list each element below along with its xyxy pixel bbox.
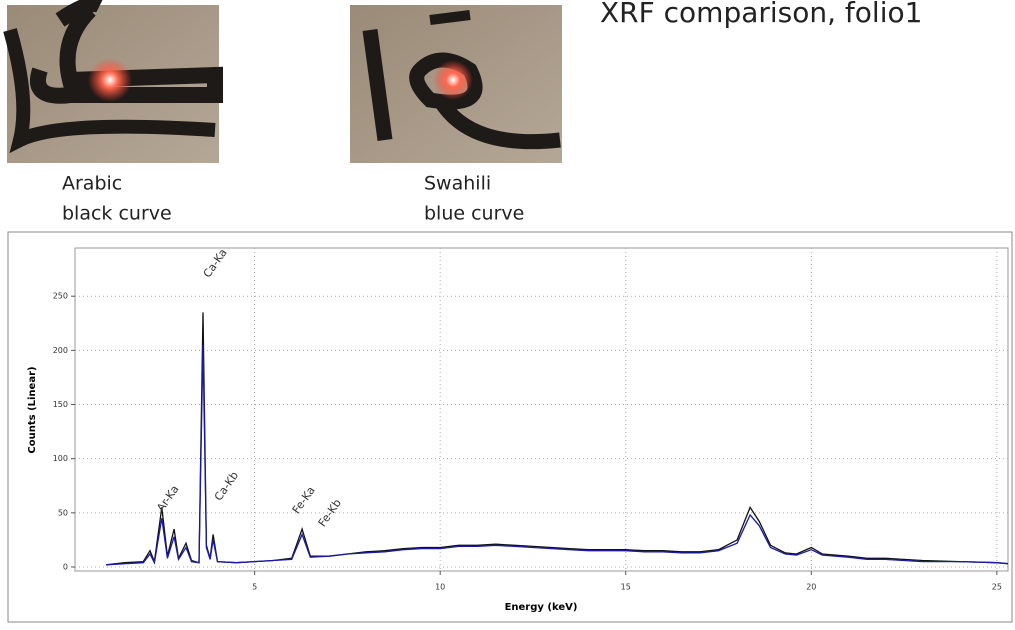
x-tick-label: 15 — [621, 583, 631, 592]
x-tick-label: 5 — [252, 583, 257, 592]
y-tick-label: 100 — [53, 454, 68, 463]
photo-swahili — [350, 5, 562, 163]
plot-area — [75, 248, 1008, 571]
y-tick-label: 250 — [53, 292, 68, 301]
y-tick-label: 200 — [53, 346, 68, 355]
caption: Swahili — [424, 173, 491, 195]
x-tick-label: 25 — [992, 583, 1002, 592]
slide-title: XRF comparison, folio1 — [600, 0, 922, 29]
x-tick-label: 20 — [806, 583, 816, 592]
x-tick-label: 10 — [435, 583, 445, 592]
x-axis-title: Energy (keV) — [505, 602, 578, 613]
slide: XRF comparison, folio1 Arabic black curv… — [0, 0, 1015, 626]
caption: Arabic — [62, 173, 122, 195]
caption: black curve — [62, 203, 172, 225]
y-axis-title: Counts (Linear) — [27, 366, 38, 453]
y-tick-label: 50 — [58, 508, 68, 517]
y-tick-label: 0 — [63, 562, 68, 571]
page: XRF comparison, folio1 Arabic black curv… — [0, 0, 1015, 626]
photo-arabic — [7, 4, 219, 163]
y-tick-label: 150 — [53, 400, 68, 409]
caption: blue curve — [424, 203, 524, 225]
